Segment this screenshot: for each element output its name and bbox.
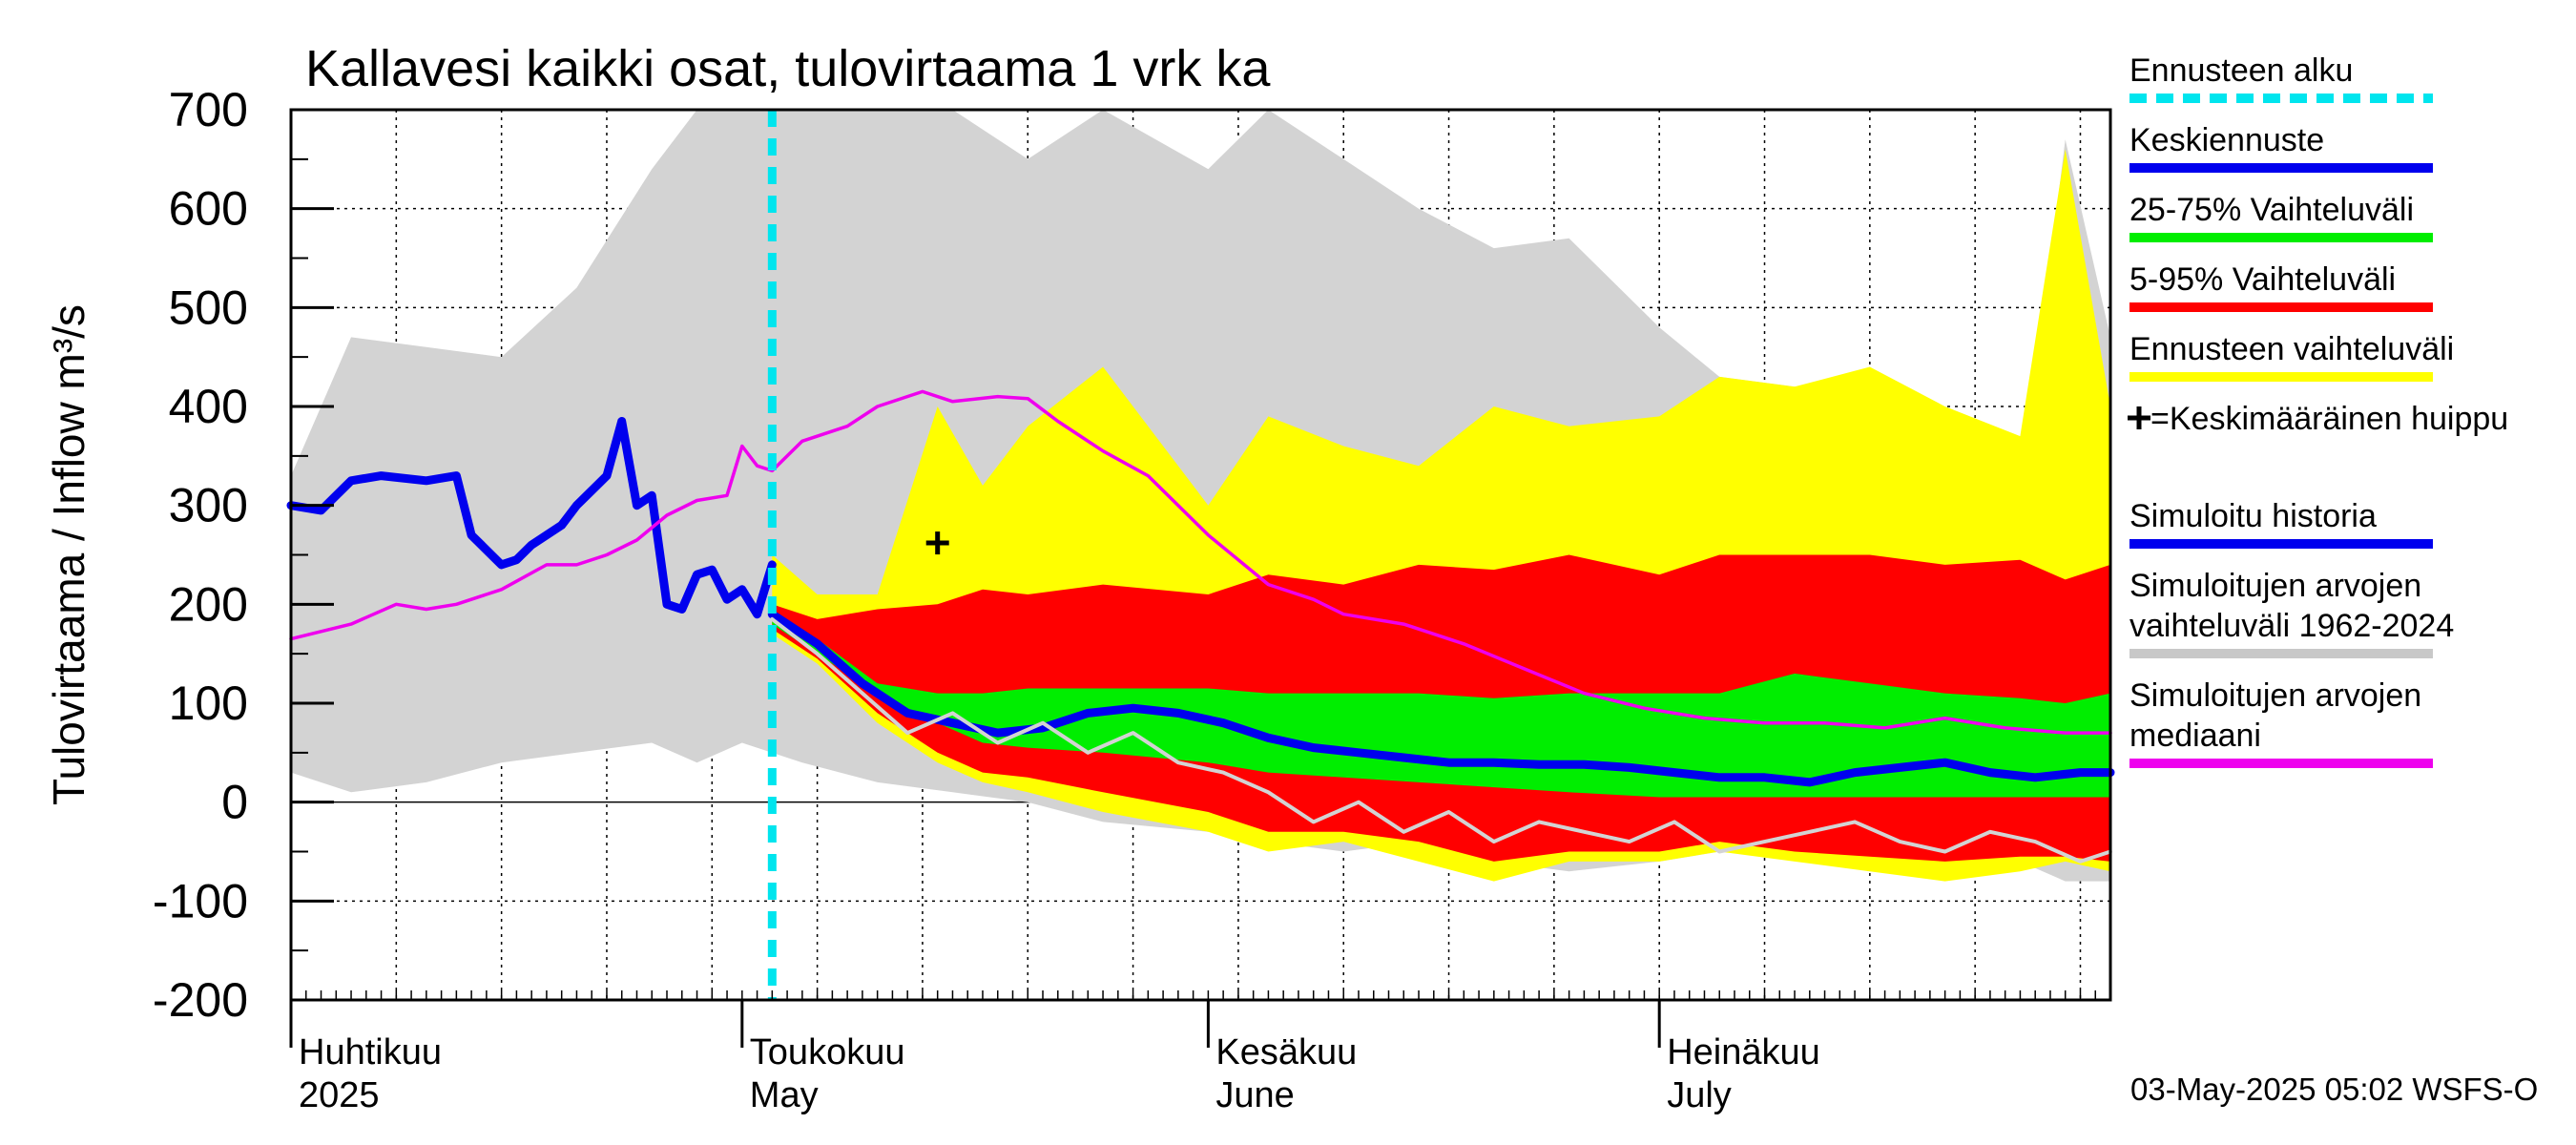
y-tick-label: 600 (169, 182, 248, 236)
y-tick-label: -100 (153, 874, 248, 927)
y-tick-label: 0 (221, 776, 248, 829)
plot-frame (289, 108, 2112, 1002)
legend-label: Simuloitujen arvojen (2129, 677, 2421, 714)
month-label-fi: Heinäkuu (1667, 1032, 1820, 1072)
chart-title: Kallavesi kaikki osat, tulovirtaama 1 vr… (305, 40, 1271, 97)
month-label-en: 2025 (299, 1075, 380, 1115)
y-axis-title: Tulovirtaama / Inflow m³/s (44, 304, 93, 805)
month-label-fi: Kesäkuu (1215, 1032, 1357, 1072)
y-tick-label: 700 (169, 83, 248, 136)
legend-label: vaihteluväli 1962-2024 (2129, 608, 2454, 644)
legend-label: Simuloitu historia (2129, 498, 2377, 534)
legend-label: 5-95% Vaihteluväli (2129, 261, 2396, 298)
month-label-fi: Toukokuu (750, 1032, 905, 1072)
y-tick-label: 500 (169, 281, 248, 334)
footer-timestamp: 03-May-2025 05:02 WSFS-O (2130, 1072, 2538, 1107)
axis-layer: 700 600 500 400 300 200 100 0 -100 -200 Huhtikuu20… (44, 83, 2112, 1115)
line-layer (286, 389, 2115, 864)
legend-label: =Keskimääräinen huippu (2150, 401, 2508, 437)
y-tick-label: 300 (169, 479, 248, 532)
y-tick-label: 400 (169, 380, 248, 433)
line-simuloitujen-arvojen-mediaani-harmaa- (770, 616, 2112, 864)
legend-layer: Ennusteen alku Keskiennuste 25-75% Vaihtel… (2128, 52, 2508, 768)
legend-label: 25-75% Vaihteluväli (2129, 192, 2414, 228)
legend-label: Ennusteen alku (2129, 52, 2353, 89)
legend-label: Ennusteen vaihteluväli (2129, 331, 2454, 367)
line-simuloitujen-arvojen-mediaani (289, 389, 2112, 735)
line-simuloitu-historia (286, 417, 777, 619)
month-label-en: June (1215, 1075, 1294, 1115)
legend-label: Simuloitujen arvojen (2129, 568, 2421, 604)
line-keskiennuste (767, 610, 2115, 787)
y-tick-label: -200 (153, 973, 248, 1027)
month-label-en: May (750, 1075, 819, 1115)
month-label-fi: Huhtikuu (299, 1032, 442, 1072)
y-tick-label: 100 (169, 677, 248, 730)
marker-layer (767, 110, 949, 1000)
legend-label: mediaani (2129, 718, 2261, 754)
legend-label: Keskiennuste (2129, 122, 2324, 158)
month-label-en: July (1667, 1075, 1732, 1115)
y-tick-label: 200 (169, 577, 248, 631)
area-layer (291, 110, 2110, 882)
band-25-75-vaihteluv-li (772, 618, 2110, 798)
